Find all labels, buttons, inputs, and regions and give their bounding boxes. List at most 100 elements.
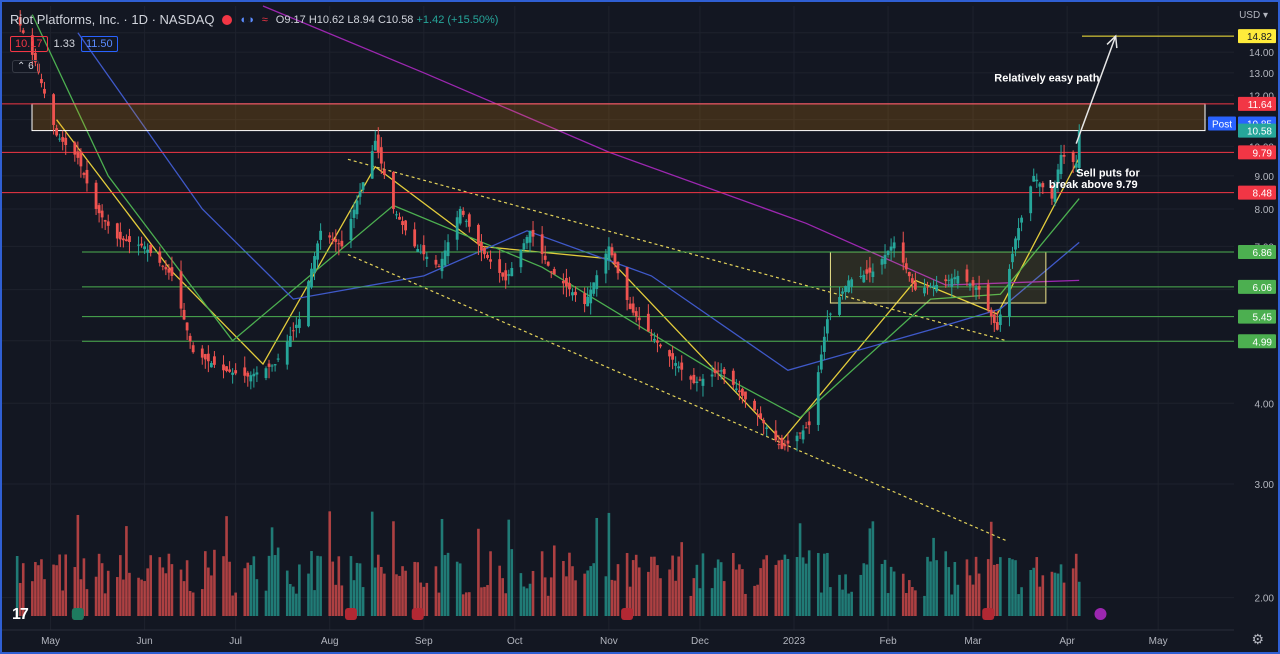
candle-body [246, 372, 250, 377]
time-axis-tick: 2023 [783, 636, 806, 647]
candle-body [425, 256, 429, 260]
volume-bar [522, 586, 526, 616]
ask-price[interactable]: 11.50 [80, 36, 118, 52]
tradingview-logo[interactable]: 17 [12, 606, 29, 623]
dividend-marker [71, 608, 84, 620]
time-axis-tick: Oct [507, 636, 523, 647]
candle-body [1032, 175, 1036, 182]
candle-body [628, 303, 632, 309]
volume-bar [989, 521, 993, 616]
volume-bar [213, 549, 216, 616]
volume-bar [270, 527, 274, 616]
symbol-title[interactable]: Riot Platforms, Inc. · 1D · NASDAQ [10, 12, 215, 27]
currency-selector[interactable]: USD ▾ [1239, 10, 1268, 21]
volume-bar [288, 584, 292, 616]
volume-bar [34, 562, 37, 616]
candle-body [222, 364, 225, 371]
candle-body [18, 17, 22, 26]
candle-body [94, 182, 98, 209]
volume-bar [331, 561, 335, 616]
volume-bar [589, 566, 592, 616]
volume-bar [504, 593, 508, 616]
volume-bar [650, 556, 653, 616]
volume-bar [653, 556, 656, 616]
candle-body [225, 366, 228, 372]
level-tag: 11.64 [1248, 100, 1273, 111]
candle-body [847, 280, 851, 293]
bid-price[interactable]: 10.17 [10, 36, 48, 52]
volume-bar [116, 577, 119, 616]
volume-bar [128, 572, 131, 616]
volume-series [15, 511, 1081, 616]
volume-bar [267, 555, 271, 616]
volume-bar [583, 573, 586, 616]
gear-icon[interactable]: ⚙ [1251, 631, 1264, 647]
time-axis-tick: Feb [879, 636, 897, 647]
volume-bar [380, 566, 383, 616]
candle-body [1062, 154, 1066, 157]
volume-bar [607, 512, 611, 616]
volume-bar [689, 595, 693, 616]
candle-body [907, 271, 911, 277]
candle-body [82, 172, 86, 175]
candle-body [871, 271, 875, 278]
candle-body [1008, 268, 1011, 318]
candle-body [103, 220, 107, 222]
volume-bar [528, 583, 532, 616]
candle-body [634, 311, 638, 317]
candle-body [121, 238, 125, 241]
volume-bar [883, 559, 887, 616]
candle-body [125, 239, 128, 242]
volume-bar [680, 542, 684, 616]
volume-bar [996, 563, 999, 616]
candle-body [561, 280, 565, 284]
change-value: +1.42 (+15.50%) [416, 13, 499, 26]
volume-bar [543, 577, 547, 616]
candle-body [1029, 186, 1033, 214]
volume-bar [313, 590, 316, 616]
candle-body [191, 345, 195, 353]
candle-body [401, 221, 404, 226]
candle-body [571, 292, 574, 296]
candle-body [376, 134, 380, 153]
candle-body [373, 140, 377, 151]
candle-body [926, 286, 929, 288]
volume-bar [774, 564, 778, 616]
volume-bar [43, 579, 46, 616]
candle-body [904, 263, 908, 270]
volume-bar [85, 589, 89, 616]
candle-body [477, 224, 480, 245]
candle-body [646, 313, 650, 332]
indicators-toggle[interactable]: ⌃ 6 [12, 60, 39, 73]
candle-body [998, 314, 1002, 325]
candle-body [795, 435, 799, 442]
candle-body [886, 250, 890, 255]
candle-body [73, 142, 77, 155]
volume-bar [167, 553, 171, 616]
volume-bar [376, 554, 380, 616]
candle-body [294, 324, 298, 329]
volume-bar [647, 571, 650, 616]
candle-body [1035, 179, 1039, 182]
volume-bar [698, 588, 702, 616]
volume-bar [182, 581, 186, 616]
volume-bar [892, 571, 896, 616]
volume-bar [850, 591, 853, 616]
volume-bar [999, 557, 1002, 616]
volume-bar [370, 511, 374, 616]
candle-body [525, 237, 529, 244]
volume-bar [328, 511, 332, 616]
volume-bar [880, 563, 884, 616]
chevron-up-icon: ⌃ [17, 61, 26, 72]
volume-bar [625, 553, 629, 616]
candle-body [355, 200, 359, 215]
volume-bar [455, 561, 459, 616]
volume-bar [64, 554, 68, 616]
candle-body [331, 238, 335, 240]
volume-bar [738, 564, 741, 616]
volume-bar [859, 574, 863, 616]
volume-bar [1014, 560, 1017, 616]
candle-body [200, 348, 204, 358]
volume-bar [79, 579, 83, 616]
